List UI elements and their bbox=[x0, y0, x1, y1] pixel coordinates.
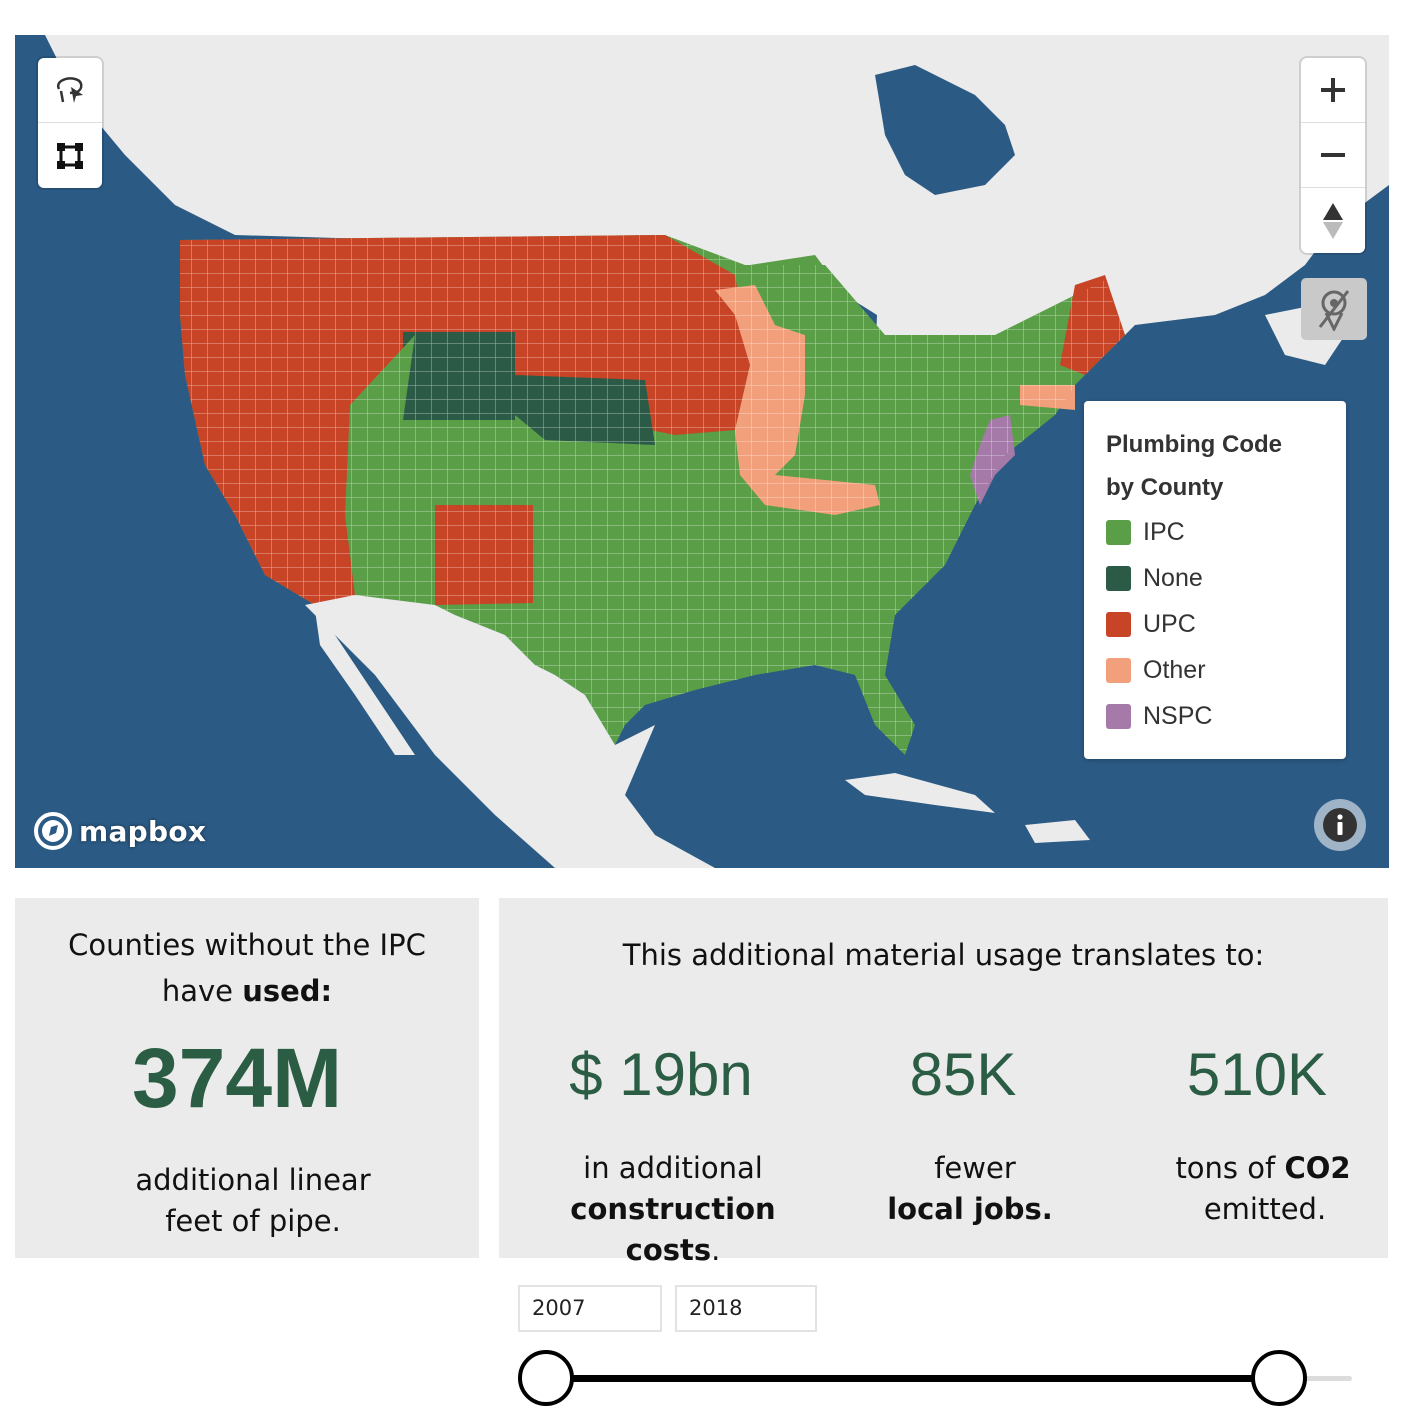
legend-label-other: Other bbox=[1143, 655, 1206, 684]
zoom-out-button[interactable] bbox=[1301, 123, 1365, 188]
legend-swatch-none bbox=[1106, 565, 1131, 591]
lasso-icon bbox=[56, 77, 83, 103]
year-slider-selected-range[interactable] bbox=[547, 1375, 1279, 1382]
metric-construction-costs: $ 19bn in additional construction costs. bbox=[511, 1038, 811, 1271]
metric-construction-costs-caption: in additional construction costs. bbox=[511, 1148, 811, 1271]
plumbing-code-map[interactable]: Plumbing Code by County IPC None UPC Oth… bbox=[15, 35, 1389, 868]
legend-swatch-nspc bbox=[1106, 703, 1131, 729]
metric-construction-costs-caption-bold: construction costs bbox=[570, 1192, 776, 1267]
legend-item-nspc: NSPC bbox=[1106, 693, 1326, 739]
info-icon bbox=[1323, 808, 1357, 842]
map-canvas bbox=[45, 35, 1389, 868]
pipe-usage-value: 374M bbox=[131, 1031, 343, 1125]
polygon-select-button[interactable] bbox=[38, 123, 102, 188]
metric-co2-caption-line2: emitted. bbox=[1203, 1192, 1327, 1226]
metric-construction-costs-caption-line2: construction costs. bbox=[511, 1189, 811, 1271]
hispaniola bbox=[1025, 820, 1090, 843]
impact-panel: This additional material usage translate… bbox=[499, 898, 1388, 1267]
legend-swatch-other bbox=[1106, 657, 1131, 683]
mapbox-logo[interactable]: mapbox bbox=[33, 811, 206, 851]
metric-local-jobs-caption-bold: local jobs. bbox=[887, 1192, 1053, 1226]
metric-co2-caption: tons of CO2 emitted. bbox=[1107, 1148, 1407, 1230]
start-year-input[interactable]: 2007 bbox=[518, 1285, 662, 1332]
metric-co2-caption-pre: tons of bbox=[1175, 1151, 1285, 1185]
reset-bearing-button[interactable] bbox=[1301, 188, 1365, 253]
mapbox-logo-icon bbox=[34, 812, 72, 850]
lasso-select-button[interactable] bbox=[38, 58, 102, 123]
minus-icon bbox=[1321, 153, 1345, 157]
legend-item-none: None bbox=[1106, 555, 1326, 601]
metric-construction-costs-caption-line1: in additional bbox=[583, 1151, 763, 1185]
polygon-icon bbox=[57, 142, 83, 169]
legend-item-other: Other bbox=[1106, 647, 1326, 693]
pipe-usage-caption-line2: feet of pipe. bbox=[165, 1204, 341, 1238]
legend-label-upc: UPC bbox=[1143, 609, 1196, 638]
map-legend: Plumbing Code by County IPC None UPC Oth… bbox=[1084, 401, 1346, 759]
metric-local-jobs-caption-line2: local jobs. bbox=[813, 1189, 1113, 1230]
metric-local-jobs: 85K fewer local jobs. bbox=[813, 1038, 1113, 1230]
zoom-in-button[interactable] bbox=[1301, 58, 1365, 123]
legend-item-ipc: IPC bbox=[1106, 509, 1326, 555]
legend-item-upc: UPC bbox=[1106, 601, 1326, 647]
pipe-usage-heading-line2: have used: bbox=[15, 968, 479, 1014]
impact-heading: This additional material usage translate… bbox=[622, 938, 1265, 972]
legend-label-none: None bbox=[1143, 563, 1203, 592]
metric-co2-caption-bold: CO2 bbox=[1284, 1151, 1351, 1185]
pipe-usage-heading-line1: Counties without the IPC bbox=[68, 928, 426, 962]
pipe-usage-heading-pre: have bbox=[161, 974, 243, 1008]
compass-icon bbox=[1323, 202, 1343, 239]
legend-label-ipc: IPC bbox=[1143, 517, 1185, 546]
metric-co2: 510K tons of CO2 emitted. bbox=[1107, 1038, 1407, 1230]
start-year-handle[interactable] bbox=[518, 1350, 574, 1406]
metric-co2-value: 510K bbox=[1186, 1041, 1328, 1108]
metric-construction-costs-value: $ 19bn bbox=[569, 1041, 753, 1108]
mapbox-wordmark: mapbox bbox=[79, 814, 207, 848]
baja-peninsula bbox=[315, 610, 415, 755]
cuba bbox=[845, 773, 995, 813]
plus-icon bbox=[1321, 78, 1345, 102]
geolocate-button[interactable] bbox=[1301, 278, 1367, 340]
end-year-input[interactable]: 2018 bbox=[675, 1285, 817, 1332]
legend-label-nspc: NSPC bbox=[1143, 701, 1213, 730]
navigation-controls bbox=[1301, 58, 1365, 253]
end-year-handle[interactable] bbox=[1251, 1350, 1307, 1406]
legend-swatch-upc bbox=[1106, 611, 1131, 637]
draw-controls bbox=[38, 58, 102, 188]
metric-local-jobs-caption: fewer local jobs. bbox=[813, 1148, 1113, 1230]
pipe-usage-caption-line1: additional linear bbox=[135, 1163, 371, 1197]
pipe-usage-heading-bold: used: bbox=[242, 974, 333, 1008]
mexico-landmass bbox=[305, 595, 715, 868]
metric-local-jobs-caption-line1: fewer bbox=[934, 1151, 1016, 1185]
legend-title-line2: by County bbox=[1106, 474, 1224, 501]
geolocate-disabled-icon bbox=[1318, 290, 1350, 331]
pipe-usage-caption: additional linear feet of pipe. bbox=[15, 1160, 479, 1242]
metric-construction-costs-caption-tail: . bbox=[711, 1233, 721, 1267]
legend-title-line1: Plumbing Code bbox=[1106, 431, 1282, 458]
metric-co2-caption-line1: tons of CO2 bbox=[1107, 1148, 1407, 1189]
pipe-usage-panel: Counties without the IPC have used: 374M… bbox=[15, 898, 479, 1258]
pipe-usage-heading: Counties without the IPC have used: bbox=[15, 922, 479, 1014]
attribution-info-button[interactable] bbox=[1314, 799, 1366, 851]
hudson-bay bbox=[875, 65, 1015, 195]
legend-swatch-ipc bbox=[1106, 519, 1131, 545]
metric-local-jobs-value: 85K bbox=[909, 1041, 1017, 1108]
